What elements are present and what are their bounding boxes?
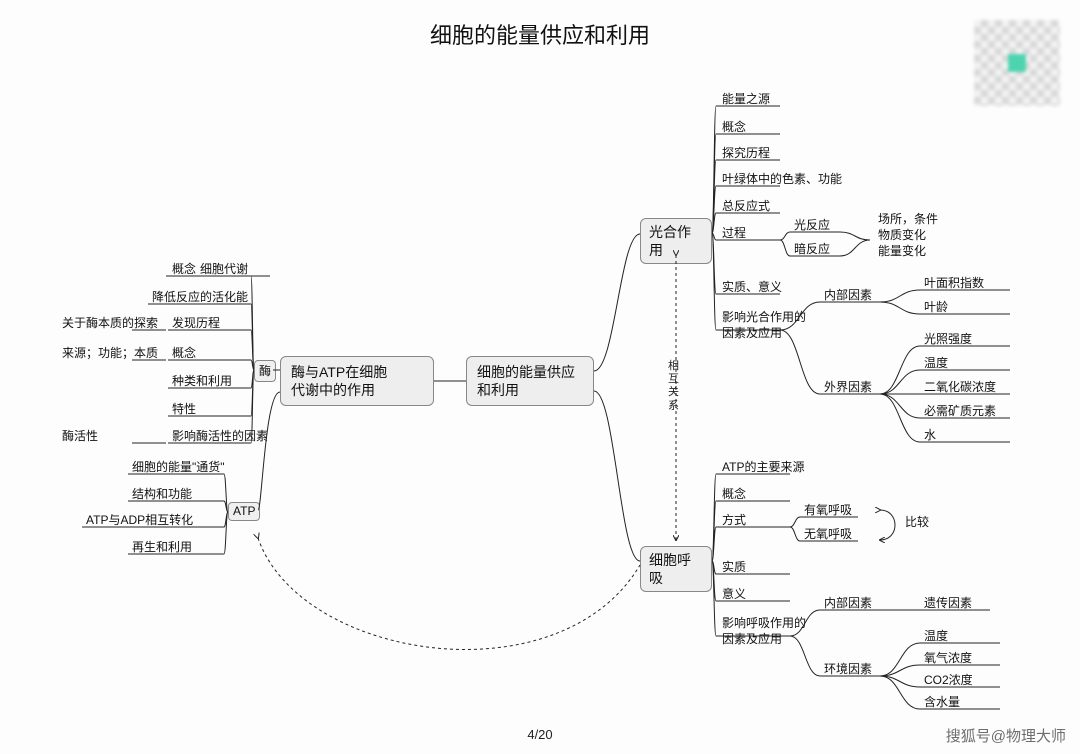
photo-note: 场所，条件 — [878, 212, 938, 227]
node-center: 细胞的能量供应和利用 — [466, 356, 594, 406]
resp-leaf: ATP的主要来源 — [722, 460, 804, 475]
enzyme-sub: 细胞代谢 — [200, 262, 248, 277]
photo-leaf: 叶绿体中的色素、功能 — [722, 172, 842, 187]
photo-leaf: 因素及应用 — [722, 326, 782, 341]
photo-leaf: 影响光合作用的 — [722, 310, 806, 325]
resp-leaf: 方式 — [722, 513, 746, 528]
node-center-label: 细胞的能量供应和利用 — [477, 364, 575, 398]
enzyme-leaf: 特性 — [172, 402, 196, 417]
node-left-l2: 代谢中的作用 — [291, 382, 375, 398]
photo-leaf: 能量之源 — [722, 92, 770, 107]
photo-factor-item: 水 — [924, 428, 936, 443]
node-photo-label: 光合作用 — [649, 224, 691, 258]
resp-leaf: 实质 — [722, 560, 746, 575]
enzyme-leaf: 影响酶活性的因素 — [172, 429, 268, 444]
enzyme-sub: 来源；功能；本质 — [62, 346, 158, 361]
resp-factor-item: 温度 — [924, 629, 948, 644]
enzyme-leaf: 概念 — [172, 262, 196, 277]
enzyme-sub: 关于酶本质的探索 — [62, 316, 158, 331]
photo-note: 能量变化 — [878, 244, 926, 259]
resp-factor-group: 环境因素 — [824, 662, 872, 677]
photo-factor-group: 内部因素 — [824, 288, 872, 303]
resp-leaf: 影响呼吸作用的 — [722, 616, 806, 631]
photo-leaf: 过程 — [722, 226, 746, 241]
atp-leaf: 细胞的能量"通货" — [132, 460, 225, 475]
node-left-l1: 酶与ATP在细胞 — [291, 364, 387, 380]
resp-factor-item: 含水量 — [924, 695, 960, 710]
node-respiration: 细胞呼吸 — [640, 546, 712, 592]
photo-factor-item: 必需矿质元素 — [924, 404, 996, 419]
photo-factor-item: 光照强度 — [924, 332, 972, 347]
photo-factor-group: 外界因素 — [824, 380, 872, 395]
atp-leaf: ATP与ADP相互转化 — [86, 513, 193, 528]
photo-leaf: 总反应式 — [722, 199, 770, 214]
pill-atp: ATP — [228, 502, 260, 521]
node-resp-label: 细胞呼吸 — [649, 552, 691, 586]
resp-sub: 无氧呼吸 — [804, 527, 852, 542]
photo-leaf: 概念 — [722, 120, 746, 135]
resp-sub: 有氧呼吸 — [804, 503, 852, 518]
resp-factor-group: 内部因素 — [824, 596, 872, 611]
page-title: 细胞的能量供应和利用 — [0, 18, 1080, 50]
enzyme-leaf: 概念 — [172, 346, 196, 361]
photo-factor-item: 叶面积指数 — [924, 276, 984, 291]
photo-factor-item: 叶龄 — [924, 300, 948, 315]
photo-sub: 光反应 — [794, 218, 830, 233]
photo-sub: 暗反应 — [794, 242, 830, 257]
node-photosynthesis: 光合作用 — [640, 218, 712, 264]
node-enzyme-atp: 酶与ATP在细胞 代谢中的作用 — [280, 356, 434, 406]
photo-note: 物质变化 — [878, 228, 926, 243]
page-number: 4/20 — [0, 727, 1080, 742]
resp-leaf: 意义 — [722, 587, 746, 602]
pill-enzyme: 酶 — [254, 360, 276, 382]
resp-factor-item: CO2浓度 — [924, 673, 973, 688]
photo-factor-item: 二氧化碳浓度 — [924, 380, 996, 395]
mindmap-canvas: 细胞的能量供应和利用 细胞的能量供应和利用 酶与ATP在细胞 代谢中的作用 光合… — [0, 0, 1080, 754]
resp-note: 比较 — [905, 515, 929, 530]
atp-leaf: 再生和利用 — [132, 540, 192, 555]
photo-leaf: 探究历程 — [722, 146, 770, 161]
enzyme-leaf: 降低反应的活化能 — [152, 290, 248, 305]
enzyme-leaf: 种类和利用 — [172, 374, 232, 389]
enzyme-leaf: 发现历程 — [172, 316, 220, 331]
resp-leaf: 因素及应用 — [722, 632, 782, 647]
photo-factor-item: 温度 — [924, 356, 948, 371]
enzyme-sub: 酶活性 — [62, 429, 98, 444]
photo-leaf: 实质、意义 — [722, 280, 782, 295]
atp-leaf: 结构和功能 — [132, 487, 192, 502]
label-mutual-relation: 相 互 关 系 — [668, 360, 682, 413]
resp-factor-item: 遗传因素 — [924, 596, 972, 611]
resp-leaf: 概念 — [722, 487, 746, 502]
watermark-text: 搜狐号@物理大师 — [946, 725, 1066, 746]
resp-factor-item: 氧气浓度 — [924, 651, 972, 666]
